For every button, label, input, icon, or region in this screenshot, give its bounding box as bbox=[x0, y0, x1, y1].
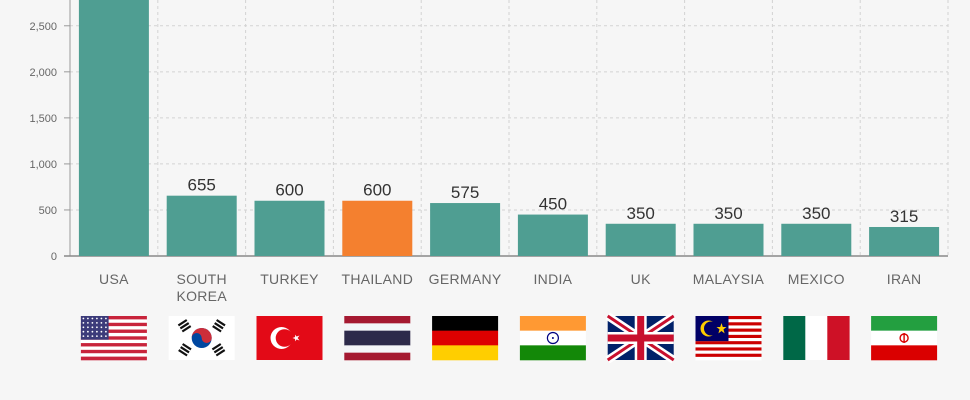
x-tick-label-south-korea: SOUTH KOREA bbox=[176, 271, 227, 304]
uk-flag-icon bbox=[605, 312, 676, 364]
flags bbox=[80, 312, 938, 364]
bar-uk bbox=[605, 223, 676, 256]
bar-malaysia bbox=[693, 223, 764, 256]
data-label-india: 450 bbox=[539, 195, 567, 214]
x-tick-label-mexico: MEXICO bbox=[788, 271, 845, 287]
india-flag-icon bbox=[519, 316, 586, 361]
bars bbox=[78, 0, 940, 257]
data-label-malaysia: 350 bbox=[714, 204, 742, 223]
y-tick-label: 2,500 bbox=[29, 21, 57, 33]
data-label-mexico: 350 bbox=[802, 204, 830, 223]
x-tick-label-thailand: THAILAND bbox=[341, 271, 413, 287]
bar-germany bbox=[430, 203, 501, 256]
thailand-flag-icon bbox=[344, 316, 411, 361]
bar-turkey bbox=[254, 200, 325, 256]
x-tick-label-uk: UK bbox=[631, 271, 651, 287]
bar-iran bbox=[869, 226, 940, 256]
mexico-flag-icon bbox=[783, 316, 850, 360]
y-tick-label: 1,000 bbox=[29, 159, 57, 171]
x-tick-label-malaysia: MALAYSIA bbox=[693, 271, 765, 287]
x-tick-label-usa: USA bbox=[99, 271, 129, 287]
y-tick-label: 500 bbox=[39, 205, 57, 217]
x-tick-label-india: INDIA bbox=[533, 271, 572, 287]
data-label-germany: 575 bbox=[451, 183, 479, 202]
x-tick-label-iran: IRAN bbox=[887, 271, 922, 287]
bar-india bbox=[517, 214, 588, 256]
south-korea-flag-icon bbox=[168, 316, 235, 360]
bar-thailand bbox=[342, 200, 413, 256]
turkey-flag-icon bbox=[256, 316, 323, 360]
bar-south-korea bbox=[166, 195, 237, 256]
x-tick-label-turkey: TURKEY bbox=[260, 271, 319, 287]
data-label-south-korea: 655 bbox=[188, 176, 216, 195]
data-label-thailand: 600 bbox=[363, 181, 391, 200]
x-tick-label-germany: GERMANY bbox=[429, 271, 502, 287]
y-tick-label: 2,000 bbox=[29, 67, 57, 79]
usa-flag-icon bbox=[80, 316, 147, 361]
labels: 655 600 600 575 450 350 350 350 315 USA SOUTH KOREA… bbox=[99, 176, 921, 304]
bar-usa bbox=[78, 0, 149, 257]
y-tick-label: 1,500 bbox=[29, 113, 57, 125]
germany-flag-icon bbox=[432, 316, 499, 361]
data-label-turkey: 600 bbox=[275, 181, 303, 200]
y-tick-label: 0 bbox=[51, 251, 57, 263]
malaysia-flag-icon bbox=[695, 316, 762, 361]
data-label-uk: 350 bbox=[627, 204, 655, 223]
data-label-iran: 315 bbox=[890, 207, 918, 226]
iran-flag-icon bbox=[871, 316, 938, 361]
bar-mexico bbox=[781, 223, 852, 256]
